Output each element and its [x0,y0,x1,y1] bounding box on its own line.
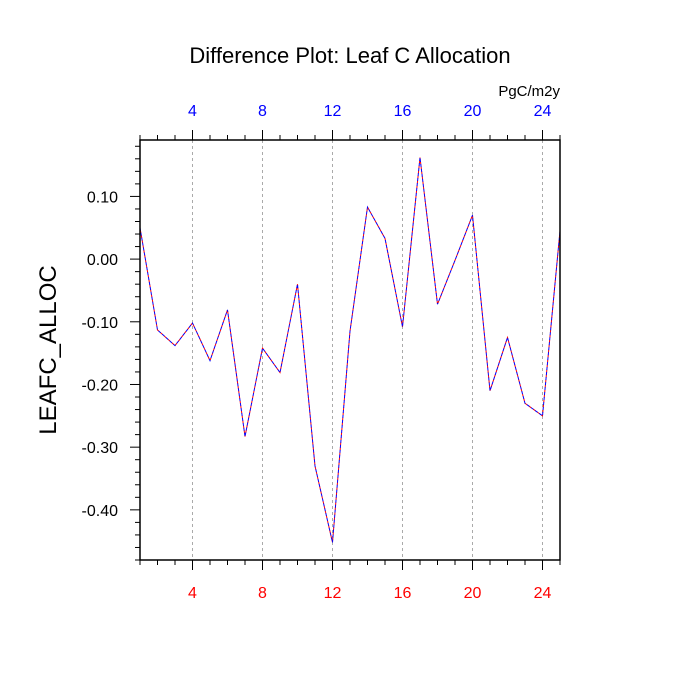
series-line-group [139,157,561,543]
data-point [244,436,245,437]
data-point [227,309,228,310]
x-tick-label-bottom-20: 20 [464,585,482,602]
tick-labels: 4 4 8 8 12 12 16 16 20 20 24 24 0.10 0.00 -0.10 -0.20 -0… [82,103,552,602]
data-point [297,284,298,285]
data-point [209,360,210,361]
data-point [542,415,543,416]
data-point [489,390,490,391]
y-tick-label: -0.20 [82,377,119,394]
y-axis-label: LEAFC_ALLOC [35,265,62,434]
data-point [384,238,385,239]
data-point [472,215,473,216]
axis-ticks [130,130,561,570]
x-tick-label-top-24: 24 [534,103,552,120]
y-tick-label: -0.40 [82,503,119,520]
data-point [262,348,263,349]
data-point [367,206,368,207]
x-tick-label-top-12: 12 [324,103,342,120]
x-tick-label-top-16: 16 [394,103,412,120]
y-tick-label: -0.10 [82,315,119,332]
data-point [524,403,525,404]
plot-frame [139,139,561,561]
y-tick-label: 0.10 [87,189,118,206]
x-tick-label-bottom-16: 16 [394,585,412,602]
top-axis-units-label: PgC/m2y [498,83,560,100]
chart-title: Difference Plot: Leaf C Allocation [189,43,510,68]
x-tick-label-bottom-8: 8 [258,585,267,602]
data-point [174,345,175,346]
data-point [349,331,350,332]
x-tick-label-bottom-4: 4 [188,585,197,602]
vertical-grid-lines [192,140,543,560]
data-point [454,260,455,261]
data-point [157,329,158,330]
x-tick-label-top-4: 4 [188,103,197,120]
data-point [507,337,508,338]
data-point [279,372,280,373]
x-tick-label-top-20: 20 [464,103,482,120]
y-tick-label: 0.00 [87,252,118,269]
data-point [192,322,193,323]
data-point [419,157,420,158]
series-line-secondary-0 [139,157,561,543]
x-tick-label-bottom-12: 12 [324,585,342,602]
x-tick-label-top-8: 8 [258,103,267,120]
series-line-primary-0 [139,157,561,543]
data-point [332,542,333,543]
x-tick-label-bottom-24: 24 [534,585,552,602]
data-point [437,304,438,305]
y-tick-label: -0.30 [82,440,119,457]
data-point [402,326,403,327]
data-point [314,465,315,466]
